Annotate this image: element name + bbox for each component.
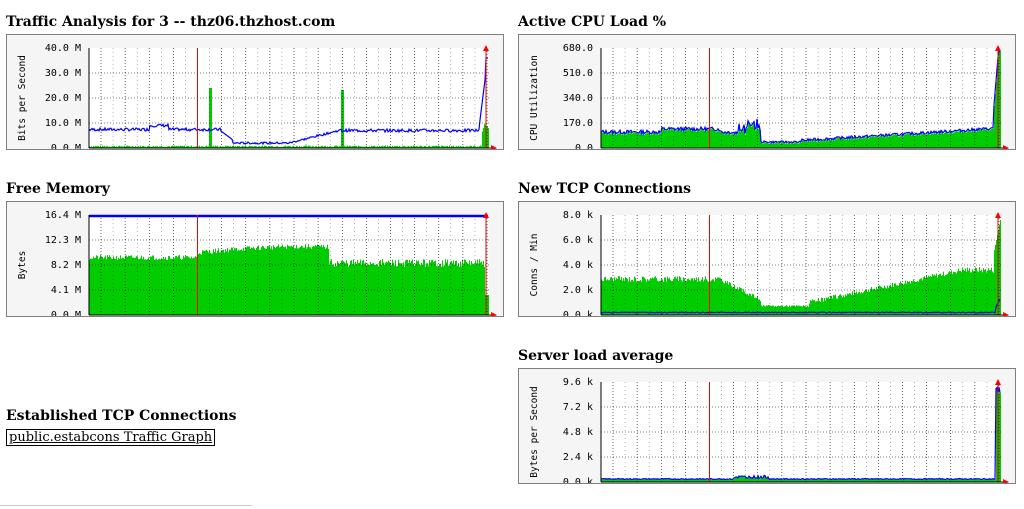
graph-image: 161820220246810121416182022040.0 M30.0 M…	[6, 34, 504, 150]
graph-title: Free Memory	[6, 181, 110, 197]
series-line-blue	[88, 57, 488, 146]
y-axis-title: Bytes	[17, 251, 28, 280]
y-tick-label: 4.1 M	[51, 285, 81, 296]
graph-image: 16182022024681012141618202208.0 k6.0 k4.…	[518, 201, 1016, 317]
y-axis-title: Conns / Min	[529, 234, 540, 297]
divider	[0, 505, 252, 506]
x-axis-arrow	[1003, 312, 1009, 316]
y-tick-label: 170.0	[563, 118, 593, 129]
graph-title: Traffic Analysis for 3 -- thz06.thzhost.…	[6, 14, 336, 30]
y-tick-label: 0.0 M	[51, 143, 81, 149]
y-tick-label: 0.0 k	[563, 477, 593, 483]
y-tick-label: 40.0 M	[45, 43, 81, 54]
graph-image: 161820220246810121416182022016.4 M12.3 M…	[6, 201, 504, 317]
y-tick-label: 2.4 k	[563, 452, 593, 463]
y-tick-label: 8.2 M	[51, 260, 81, 271]
series-area-green	[601, 220, 1001, 315]
series-area-green	[89, 244, 489, 315]
traffic-chart: 161820220246810121416182022040.0 M30.0 M…	[17, 43, 497, 149]
traffic-graph-link[interactable]: public.estabcons Traffic Graph	[6, 429, 216, 446]
y-axis-arrow	[483, 45, 489, 51]
graph-image: 16182022024681012141618202209.6 k7.2 k4.…	[518, 368, 1016, 484]
y-tick-label: 8.0 k	[563, 210, 593, 221]
y-axis-title: CPU Utilization	[529, 55, 540, 141]
y-tick-label: 340.0	[563, 93, 593, 104]
graph-title: Server load average	[518, 348, 674, 364]
y-tick-label: 4.8 k	[563, 427, 593, 438]
y-tick-label: 12.3 M	[45, 235, 81, 246]
x-axis-arrow	[491, 145, 497, 149]
y-tick-label: 30.0 M	[45, 68, 81, 79]
y-axis-title: Bits per Second	[17, 55, 28, 141]
y-axis-arrow	[995, 212, 1001, 218]
y-tick-label: 680.0	[563, 43, 593, 54]
established-title: Established TCP Connections	[6, 408, 237, 424]
graph-title: New TCP Connections	[518, 181, 692, 197]
y-axis-title: Bytes per Second	[529, 386, 540, 478]
y-tick-label: 20.0 M	[45, 93, 81, 104]
load-chart: 16182022024681012141618202209.6 k7.2 k4.…	[529, 377, 1009, 483]
y-tick-label: 0.0 k	[563, 310, 593, 316]
y-tick-label: 4.0 k	[563, 260, 593, 271]
y-axis-arrow	[995, 45, 1001, 51]
series-line-blue	[600, 50, 1000, 144]
graph-image: 1618202202468101214161820220680.0510.034…	[518, 34, 1016, 150]
y-tick-label: 7.2 k	[563, 402, 593, 413]
series-line-blue	[600, 298, 1001, 314]
x-axis-arrow	[491, 312, 497, 316]
x-axis-arrow	[1003, 145, 1009, 149]
y-tick-label: 2.0 k	[563, 285, 593, 296]
y-tick-label: 0.0	[575, 143, 593, 149]
series-area-green	[601, 51, 1001, 148]
series-line-blue	[600, 386, 1001, 481]
y-tick-label: 16.4 M	[45, 210, 81, 221]
y-tick-label: 6.0 k	[563, 235, 593, 246]
cpu-chart: 1618202202468101214161820220680.0510.034…	[529, 43, 1009, 149]
tcp-chart: 16182022024681012141618202208.0 k6.0 k4.…	[529, 210, 1009, 316]
x-axis-arrow	[1003, 479, 1009, 483]
y-tick-label: 0.0 M	[51, 310, 81, 316]
y-tick-label: 9.6 k	[563, 377, 593, 388]
y-axis-arrow	[995, 379, 1001, 385]
y-tick-label: 10.0 M	[45, 118, 81, 129]
y-axis-arrow	[483, 212, 489, 218]
graph-title: Active CPU Load %	[518, 14, 667, 30]
memory-chart: 161820220246810121416182022016.4 M12.3 M…	[17, 210, 497, 316]
y-tick-label: 510.0	[563, 68, 593, 79]
